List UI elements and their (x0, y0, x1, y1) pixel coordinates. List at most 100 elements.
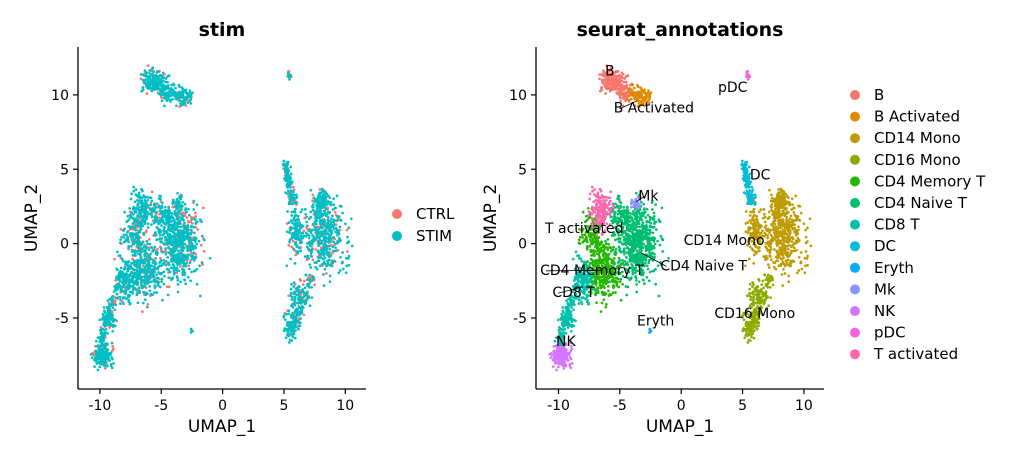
p1-point-stim (136, 291, 140, 295)
p1-point-stim (162, 76, 166, 80)
p1-point-stim (195, 282, 199, 286)
p1-point-stim (294, 207, 297, 211)
p1-point-stim (284, 318, 287, 322)
p1-point-stim (185, 229, 189, 233)
p2-point-cd14-mono (762, 212, 766, 216)
p1-point-stim (288, 238, 292, 242)
p1-point-stim (316, 206, 320, 210)
p1-point-stim (295, 233, 299, 236)
p1-legend-key-ctrl (392, 209, 402, 219)
p2-point-cd14-mono (787, 274, 791, 278)
p1-point-stim (305, 294, 309, 297)
p1-point-ctrl (201, 206, 205, 210)
p1-point-stim (182, 255, 185, 258)
p1-point-stim (167, 251, 170, 254)
p1-point-stim (134, 279, 138, 282)
p1-point-stim (330, 259, 334, 263)
p1-point-stim (286, 189, 290, 193)
p2-point-cd4-naive-t (656, 264, 660, 268)
p1-point-stim (128, 278, 132, 281)
p1-point-ctrl (159, 256, 162, 260)
p1-point-stim (306, 254, 310, 258)
p1-point-stim (144, 272, 148, 276)
p1-point-stim (330, 264, 334, 268)
p2-point-b (608, 89, 612, 93)
p2-point-cd16-mono (748, 329, 752, 333)
p1-point-stim (289, 291, 293, 295)
p1-point-stim (193, 231, 196, 235)
p2-point-cd14-mono (796, 240, 800, 243)
p1-point-stim (187, 207, 190, 211)
p1-point-stim (309, 266, 313, 269)
p1-point-stim (303, 302, 307, 306)
p1-point-stim (131, 254, 135, 257)
p2-point-cd4-naive-t (646, 267, 650, 271)
p1-point-stim (326, 261, 330, 265)
p1-point-stim (288, 178, 292, 182)
p1-point-stim (308, 263, 312, 266)
p2-point-cd14-mono (794, 194, 798, 198)
p2-point-cd14-mono (775, 255, 778, 259)
p1-point-stim (128, 214, 132, 217)
p1-point-stim (102, 339, 106, 342)
p1-point-stim (128, 206, 132, 210)
p1-point-stim (186, 275, 190, 279)
p2-point-cd14-mono (799, 261, 803, 265)
p1-point-stim (180, 93, 184, 96)
p1-point-stim (314, 216, 317, 220)
p1-point-stim (332, 236, 336, 239)
p1-point-stim (149, 211, 153, 215)
p1-point-stim (286, 179, 290, 183)
p2-point-b-activated (636, 85, 640, 89)
p1-point-stim (289, 257, 293, 261)
p1-point-stim (350, 244, 354, 248)
p1-point-stim (160, 277, 164, 281)
p1-point-stim (308, 242, 311, 245)
p1-point-stim (121, 285, 125, 288)
p1-point-stim (106, 320, 109, 323)
p1-point-stim (288, 78, 291, 81)
p1-point-ctrl (189, 259, 192, 262)
p1-point-stim (316, 249, 320, 253)
p1-point-stim (182, 246, 186, 250)
p1-point-stim (104, 327, 108, 331)
p1-point-stim (179, 225, 183, 229)
p1-point-stim (299, 309, 303, 312)
p1-point-ctrl (175, 271, 179, 275)
p1-point-stim (169, 229, 172, 232)
p1-point-stim (319, 248, 323, 252)
p2-point-b-activated (641, 88, 645, 92)
p1-point-ctrl (147, 238, 151, 241)
p1-point-stim (146, 75, 150, 78)
p1-point-stim (175, 215, 179, 219)
p1-point-stim (183, 221, 186, 225)
p2-point-b-activated (632, 86, 636, 90)
p2-point-b-activated (634, 97, 637, 101)
p1-point-stim (109, 362, 113, 366)
p1-point-stim (286, 210, 289, 213)
p1-point-stim (148, 69, 152, 73)
p1-point-stim (333, 206, 337, 210)
p1-point-stim (300, 208, 304, 211)
p1-point-stim (133, 237, 136, 241)
p2-point-cd14-mono (786, 241, 789, 244)
p1-point-stim (290, 282, 293, 286)
p1-point-stim (191, 91, 194, 95)
p2-point-cd16-mono (747, 332, 751, 336)
p1-point-stim (292, 303, 296, 306)
p2-point-cd14-mono (792, 242, 796, 245)
p1-point-stim (175, 97, 179, 101)
p1-point-stim (287, 312, 291, 316)
p1-point-stim (188, 89, 192, 92)
p2-point-b (598, 77, 601, 81)
p2-point-cd4-naive-t (661, 250, 665, 253)
p1-point-stim (141, 261, 144, 265)
p1-point-stim (165, 91, 169, 95)
p1-point-stim (143, 213, 147, 217)
p1-point-stim (146, 242, 149, 246)
p1-point-stim (327, 244, 331, 248)
p1-point-stim (121, 277, 125, 281)
p1-point-stim (176, 191, 179, 195)
p1-point-stim (152, 70, 156, 73)
p1-point-stim (310, 229, 313, 233)
